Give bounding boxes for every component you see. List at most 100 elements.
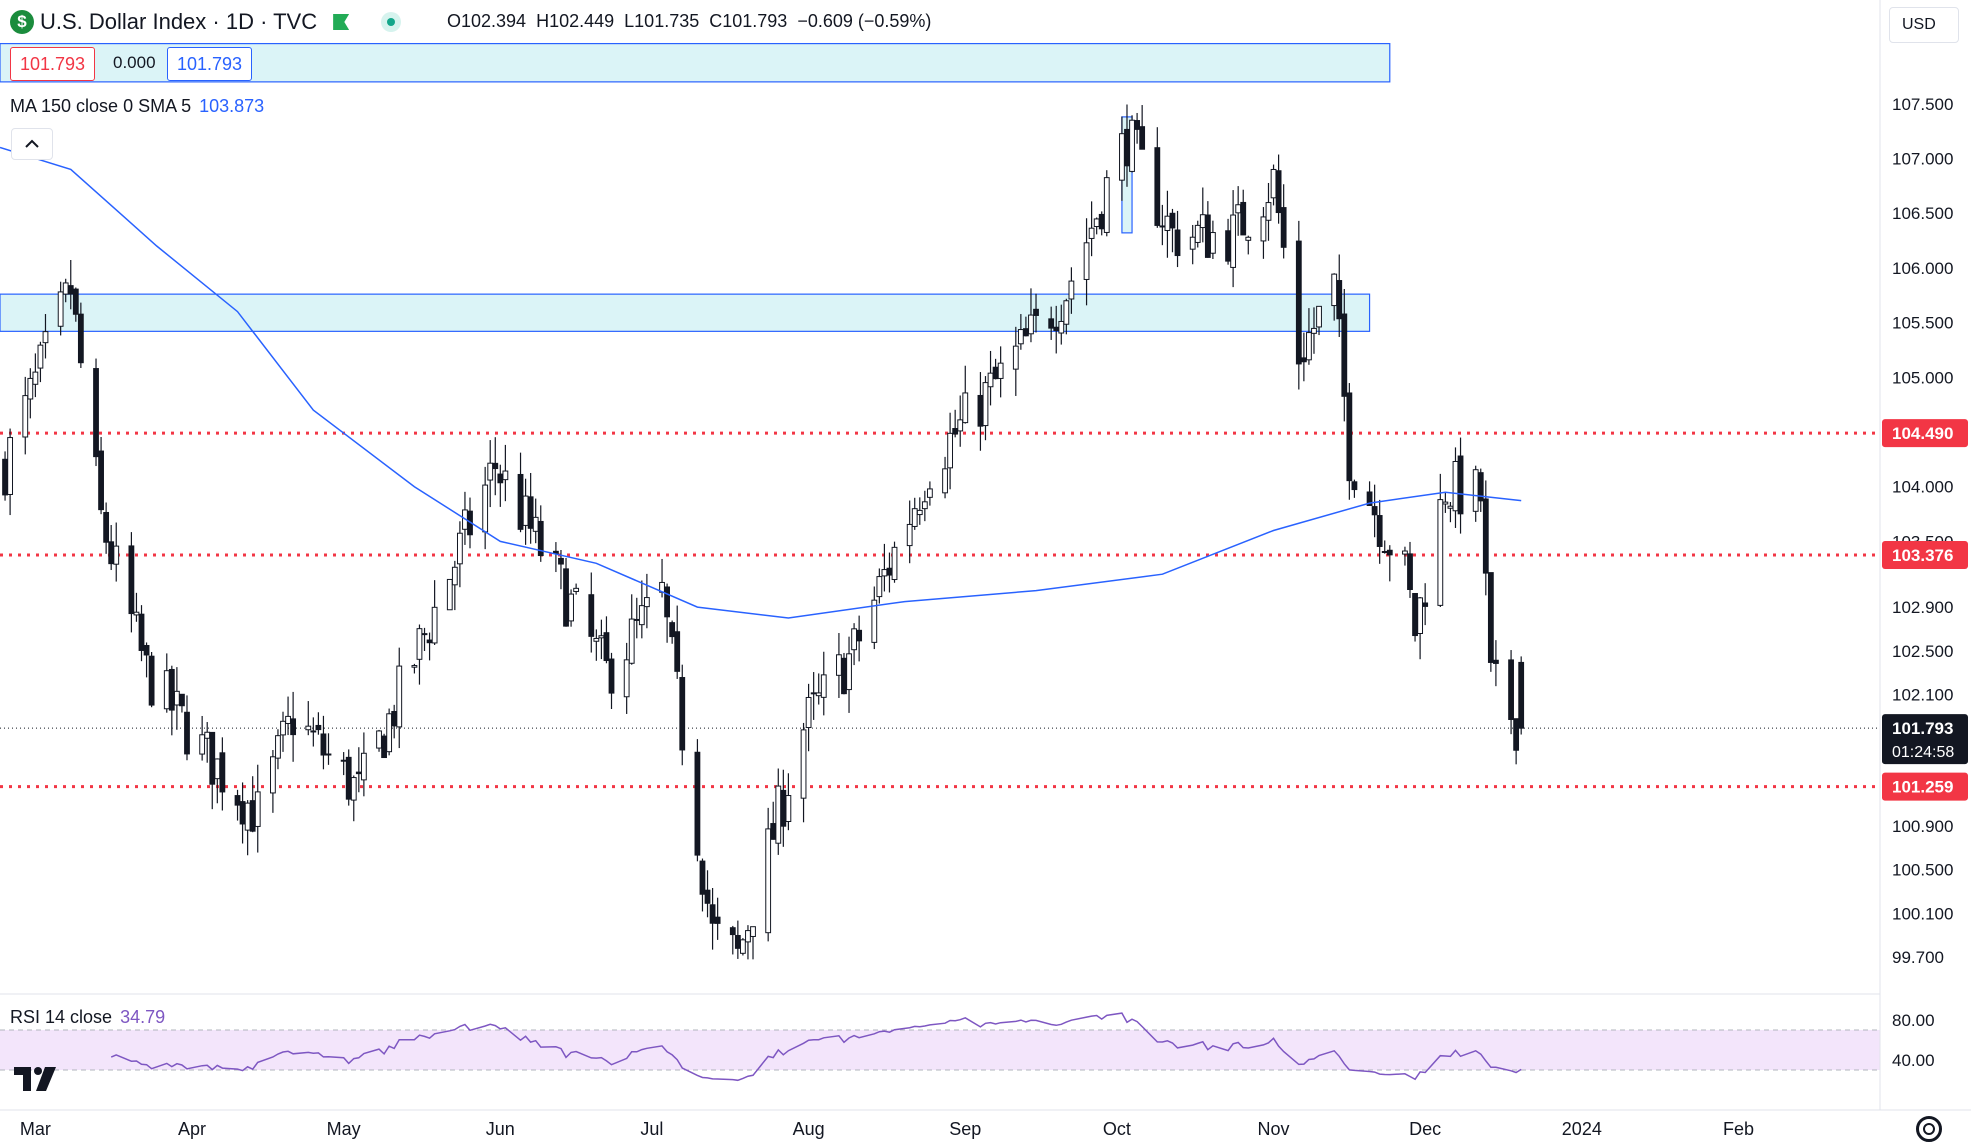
candle-body [1487,572,1494,663]
candle [891,541,898,583]
candle [1452,447,1459,528]
candle [765,807,772,942]
market-status-icon[interactable] [381,12,402,32]
candle-body [1017,329,1024,345]
candle [805,683,812,752]
candle-body [1447,505,1454,509]
price-tick-label: 100.100 [1892,904,1953,923]
time-tick-label: 2024 [1562,1119,1602,1139]
candle [800,722,807,823]
candle-body [446,578,453,611]
candle [249,776,256,833]
candle-body [502,470,509,481]
candle [148,651,155,708]
low-value: L101.735 [624,11,700,31]
rsi-line [110,1012,1522,1082]
candle [906,500,913,564]
ma-legend[interactable]: MA 150 close 0 SMA 5 103.873 [10,96,264,117]
candle-body [714,916,721,924]
candle [714,897,721,940]
candle [128,532,135,633]
candle-body [179,693,185,707]
candle-body [270,756,276,794]
candle-body [487,462,494,481]
candle-body [275,735,281,759]
candle-body [911,508,918,527]
candle [42,314,49,359]
candle-body [113,545,120,565]
candle [1412,592,1418,642]
collapse-legend-button[interactable] [11,128,53,160]
candle [947,412,954,490]
price-tick-label: 107.500 [1892,95,1953,114]
candle [1199,187,1206,243]
candle [163,653,170,713]
candle [360,732,367,797]
candle [1381,540,1388,554]
candle-body [593,637,600,642]
candle-body [1280,207,1287,248]
candle-body [1381,551,1388,554]
price-tick-label: 99.700 [1892,948,1944,967]
candle [745,925,751,960]
candle-body [709,904,716,924]
candle [315,712,322,735]
candle-body [871,599,878,643]
symbol-title[interactable]: $ U.S. Dollar Index · 1D · TVC [10,9,402,35]
candle-body [1023,328,1029,337]
candle [558,549,564,590]
candle-body [921,501,928,510]
candle [350,775,357,822]
candle-body [694,751,701,856]
gear-icon[interactable] [1916,1116,1942,1142]
candle [1300,332,1307,382]
candle-body [1235,204,1242,214]
candle-body [699,860,706,895]
candle-body [947,432,954,469]
zone-rect-0 [0,293,1371,332]
candle-body [1482,498,1489,574]
sell-price-button[interactable]: 101.793 [10,47,96,81]
symbol-name: U.S. Dollar Index · 1D · TVC [40,9,318,34]
candle [72,287,79,322]
flag-icon[interactable] [333,14,350,30]
candle [310,717,317,747]
candle-body [254,791,261,827]
candle-body [810,692,817,695]
candle-body [851,628,857,651]
candle-body [1164,215,1171,231]
candle [1518,656,1525,735]
candle [305,701,312,736]
candle [1098,211,1105,236]
candle [982,376,989,441]
candle-body [1033,308,1039,316]
candle-body [1270,168,1277,199]
candle [381,733,387,759]
candle [234,789,241,821]
candle-body [148,655,155,706]
candle [320,715,327,770]
candle-body [209,731,216,785]
rsi-legend[interactable]: RSI 14 close 34.79 [10,1007,165,1028]
candle [780,769,787,847]
candle-body [1053,326,1060,331]
candle [1386,545,1393,582]
candle [911,497,918,530]
candle-body [750,926,756,937]
candle [1134,112,1140,144]
candle-body [674,631,681,672]
time-tick-label: Aug [793,1119,825,1139]
candle-body [558,557,564,565]
buy-price-button[interactable]: 101.793 [167,47,253,81]
candle [1371,484,1378,538]
candle [881,543,888,592]
candle [815,673,822,705]
time-tick-label: Feb [1723,1119,1754,1139]
candle-body [608,658,615,694]
candle [694,739,701,862]
candle [1366,481,1373,506]
currency-selector[interactable]: USD [1889,7,1959,43]
tradingview-logo[interactable] [14,1065,60,1099]
candle [199,715,206,761]
